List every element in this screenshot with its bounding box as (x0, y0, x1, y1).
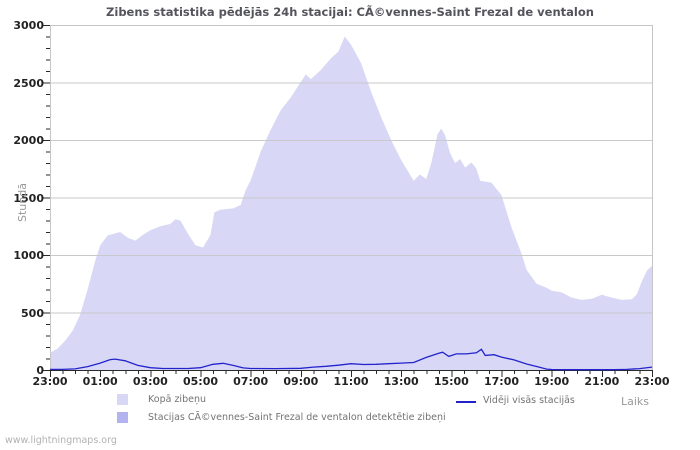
y-tick-label: 1000 (13, 249, 44, 262)
x-tick-label: 07:00 (233, 375, 269, 388)
watermark: www.lightningmaps.org (5, 435, 117, 446)
x-tick-label: 09:00 (283, 375, 319, 388)
y-axis-title: Stundā (16, 183, 29, 222)
y-tick-label: 2000 (13, 134, 44, 147)
legend-label-avg: Vidēji visās stacijās (483, 395, 575, 406)
legend-swatch-station-icon (117, 412, 128, 423)
y-tick-label: 1500 (13, 191, 44, 205)
x-tick-label: 05:00 (182, 375, 218, 388)
x-tick-label: 13:00 (383, 375, 419, 388)
area-series-total (50, 36, 652, 370)
legend-swatch-total-icon (117, 394, 128, 405)
x-tick-label: 01:00 (82, 375, 118, 388)
line-series-avg (50, 348, 653, 371)
x-tick-label: 19:00 (534, 375, 570, 388)
y-tick-label: 500 (21, 306, 44, 320)
legend-avg-line-icon (456, 401, 476, 403)
x-tick-label: 15:00 (433, 375, 469, 388)
x-tick-label: 23:00 (634, 375, 670, 388)
x-tick-label: 23:00 (32, 375, 68, 388)
x-tick-label: 17:00 (483, 375, 519, 388)
chart-title: Zibens statistika pēdējās 24h stacijai: … (106, 5, 594, 19)
y-tick-label: 0 (36, 364, 44, 377)
x-axis-title: Laiks (621, 395, 650, 408)
x-tick-label: 21:00 (584, 375, 620, 388)
y-tick-label: 2500 (13, 76, 44, 90)
legend-label-station: Stacijas CÃ©vennes-Saint Frezal de venta… (148, 412, 446, 423)
legend-label-total: Kopā zibeņu (148, 394, 206, 405)
y-tick-label: 3000 (13, 19, 44, 32)
x-tick-label: 11:00 (333, 375, 369, 388)
x-tick-label: 03:00 (132, 375, 168, 388)
